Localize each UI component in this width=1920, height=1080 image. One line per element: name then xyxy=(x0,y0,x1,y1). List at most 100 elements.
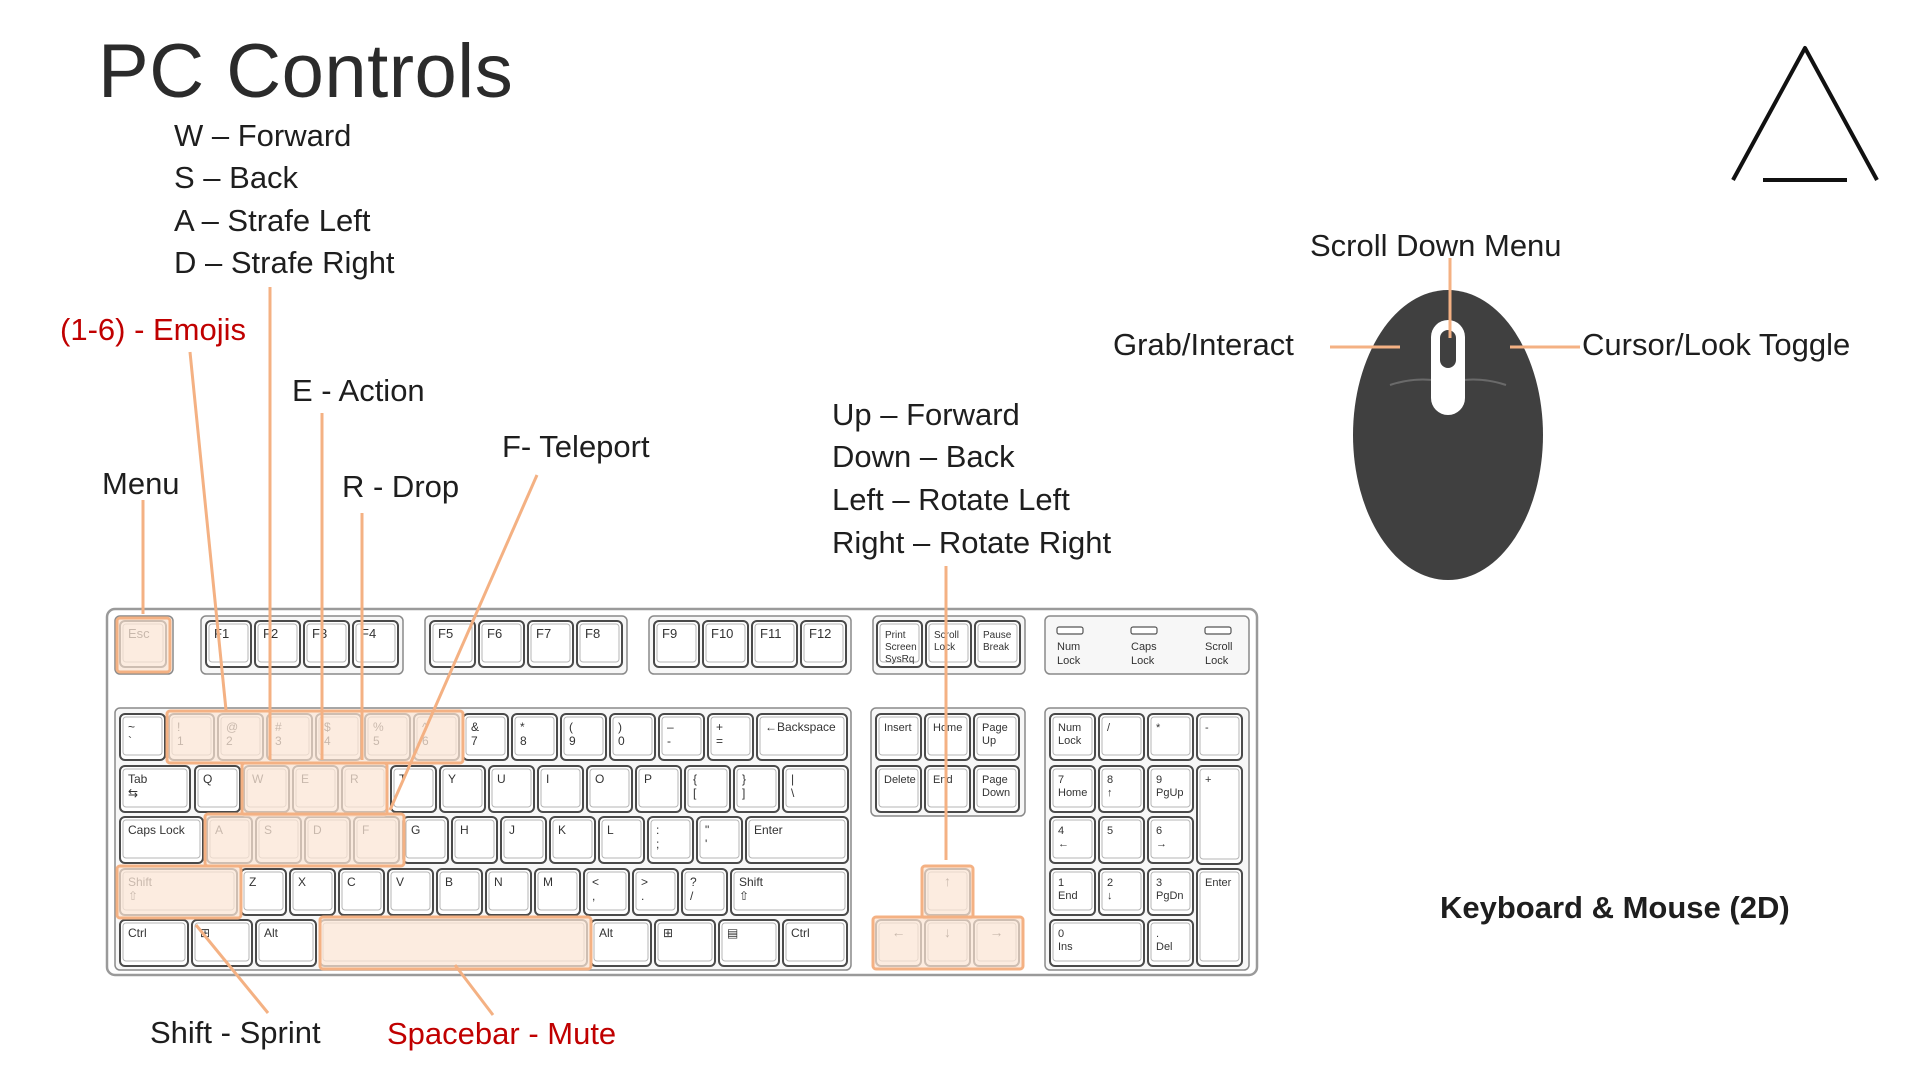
indicator-label: Scroll xyxy=(1205,641,1233,653)
key-numpad-12: 2↓ xyxy=(1098,868,1145,916)
key-f5: F5 xyxy=(429,620,476,668)
key-label: U xyxy=(497,772,506,786)
key-label: Home xyxy=(1058,787,1087,799)
key-label: F9 xyxy=(662,626,677,641)
key-ctrl-2: Alt xyxy=(255,919,317,967)
key-label: } xyxy=(742,772,746,786)
binding-emojis: (1-6) - Emojis xyxy=(60,312,247,347)
key-f7: F7 xyxy=(527,620,574,668)
key-label: Delete xyxy=(884,774,916,786)
key-caps-7: J xyxy=(500,816,547,864)
key-label: + xyxy=(1205,774,1211,786)
mouse-right-label: Cursor/Look Toggle xyxy=(1582,327,1851,362)
binding-teleport: F- Teleport xyxy=(502,429,650,464)
key-label: Lock xyxy=(1058,735,1082,747)
key-label: Shift xyxy=(739,875,764,889)
key-label: 3 xyxy=(1156,877,1162,889)
key-label: 0 xyxy=(1058,928,1064,940)
highlight-wer xyxy=(240,761,389,817)
key-label: 6 xyxy=(1156,825,1162,837)
key-label: ↑ xyxy=(1107,787,1113,799)
key-label: ⇆ xyxy=(128,786,138,800)
key-label: V xyxy=(396,875,404,889)
key-tab-13: |\ xyxy=(782,765,849,813)
key-label: F5 xyxy=(438,626,453,641)
binding-down: Down – Back xyxy=(832,439,1015,474)
key-label: J xyxy=(509,823,515,837)
mouse-left-label: Grab/Interact xyxy=(1113,327,1294,362)
key-label: - xyxy=(1205,722,1209,734)
key-label: Page xyxy=(982,774,1008,786)
key-label: F12 xyxy=(809,626,831,641)
key-label: | xyxy=(791,772,794,786)
key-label: + xyxy=(716,720,723,734)
key-label: 0 xyxy=(618,734,625,748)
highlight-shift xyxy=(115,864,243,920)
page-title: PC Controls xyxy=(98,29,514,114)
binding-mute: Spacebar - Mute xyxy=(387,1016,617,1051)
key-label: / xyxy=(690,889,694,903)
key-label: > xyxy=(641,875,648,889)
key-ctrl-0: Ctrl xyxy=(119,919,189,967)
key-num-12: += xyxy=(707,713,754,761)
key-label: F4 xyxy=(361,626,376,641)
key-label: Tab xyxy=(128,772,148,786)
key-label: G xyxy=(411,823,420,837)
key-label: Home xyxy=(933,722,962,734)
key-label: H xyxy=(460,823,469,837)
key-label: ` xyxy=(128,734,132,748)
binding-menu: Menu xyxy=(102,466,180,501)
key-f4: F4 xyxy=(352,620,399,668)
indicator-label: Num xyxy=(1057,641,1080,653)
footer-caption: Keyboard & Mouse (2D) xyxy=(1440,890,1790,925)
key-label: Del xyxy=(1156,941,1173,953)
key-label: Break xyxy=(983,642,1010,653)
key-label: C xyxy=(347,875,356,889)
key-numpad-9: 5 xyxy=(1098,816,1145,864)
key-label: ~ xyxy=(128,720,135,734)
key-label: , xyxy=(592,889,595,903)
key-label: 8 xyxy=(1107,774,1113,786)
key-ctrl-6: ▤ xyxy=(718,919,780,967)
triangle-logo-icon xyxy=(1731,46,1879,182)
key-label: Screen xyxy=(885,642,917,653)
key-numpad-7: + xyxy=(1196,765,1243,865)
key-label: * xyxy=(520,720,525,734)
key-label: Enter xyxy=(1205,877,1232,889)
key-caps-10: :; xyxy=(647,816,694,864)
key-label: Pause xyxy=(983,630,1012,641)
key-ctrl-4: Alt xyxy=(590,919,652,967)
key-label: Ins xyxy=(1058,941,1073,953)
mouse-scroll-label: Scroll Down Menu xyxy=(1310,228,1562,263)
key-label: Ctrl xyxy=(791,926,810,940)
key-label: { xyxy=(693,772,697,786)
key-label: Alt xyxy=(264,926,279,940)
key-label: 7 xyxy=(1058,774,1064,786)
highlight-spacebar xyxy=(318,915,593,971)
key-label: O xyxy=(595,772,604,786)
key-label: ←Backspace xyxy=(765,720,836,734)
key-label: 8 xyxy=(520,734,527,748)
key-label: F6 xyxy=(487,626,502,641)
indicator-light xyxy=(1130,626,1158,635)
key-label: N xyxy=(494,875,503,889)
key-label: Ctrl xyxy=(128,926,147,940)
key-label: PgUp xyxy=(1156,787,1184,799)
key-shift-9: >. xyxy=(632,868,679,916)
key-label: . xyxy=(641,889,644,903)
key-label: ) xyxy=(618,720,622,734)
highlight-1-6 xyxy=(165,709,465,765)
key-label: F8 xyxy=(585,626,600,641)
key-num-11: –- xyxy=(658,713,705,761)
key-label: Insert xyxy=(884,722,912,734)
indicator-light xyxy=(1204,626,1232,635)
key-label: Enter xyxy=(754,823,783,837)
key-label: ( xyxy=(569,720,573,734)
binding-a: A – Strafe Left xyxy=(174,203,371,238)
indicator-label: Lock xyxy=(1205,655,1229,667)
